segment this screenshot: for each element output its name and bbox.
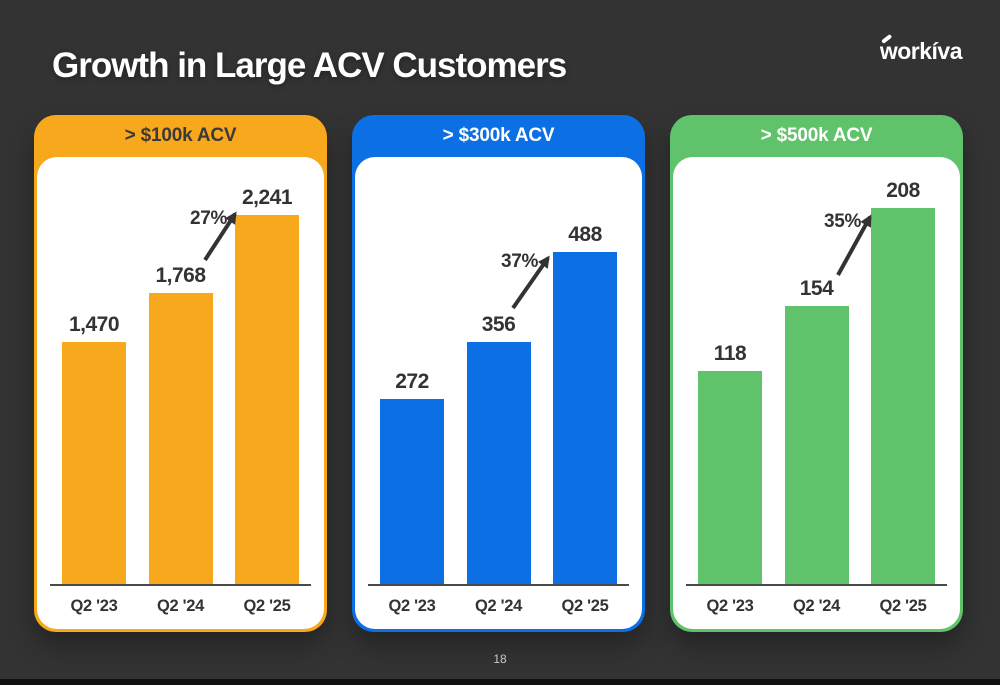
value-label: 272	[395, 370, 429, 393]
acv-card-500k: > $500k ACV 118 154 208	[670, 115, 963, 632]
x-axis-line	[686, 584, 947, 586]
category-label: Q2 '24	[474, 597, 523, 615]
acv-card-100k: > $100k ACV 1,470 1,768 2,241	[34, 115, 327, 632]
value-label: 118	[713, 342, 747, 365]
value-label: 2,241	[241, 186, 293, 209]
workiva-logo-text: workíva	[879, 38, 963, 64]
category-label: Q2 '24	[792, 597, 841, 615]
value-label: 1,470	[68, 313, 120, 336]
value-label: 1,768	[155, 264, 206, 287]
bar	[698, 371, 762, 584]
chart-panel-500k: 118 154 208	[673, 157, 960, 629]
bar	[553, 252, 617, 584]
category-label: Q2 '23	[706, 597, 754, 615]
bar-group: 208	[871, 179, 935, 584]
growth-percent-label: 27%	[190, 208, 228, 229]
value-label: 154	[799, 277, 834, 300]
value-label: 208	[886, 179, 920, 202]
growth-percent-label: 37%	[501, 251, 539, 272]
bar	[466, 342, 531, 584]
chart-cards: > $100k ACV 1,470 1,768 2,241	[34, 115, 963, 632]
card-header-300k: > $300k ACV	[442, 125, 555, 146]
card-header-500k: > $500k ACV	[760, 125, 873, 146]
slide-title: Growth in Large ACV Customers	[52, 46, 567, 85]
chart-panel-300k: 272 356 488	[355, 157, 642, 629]
category-label: Q2 '25	[561, 597, 609, 615]
bar-group: 1,768	[148, 264, 213, 584]
bar-chart-100k: 1,470 1,768 2,241	[37, 157, 324, 584]
bar-chart-500k: 118 154 208	[673, 157, 960, 584]
bar-group: 356	[466, 313, 531, 584]
workiva-logo: workíva	[879, 33, 963, 65]
chart-panel-100k: 1,470 1,768 2,241	[37, 157, 324, 629]
x-axis-line	[368, 584, 629, 586]
category-label: Q2 '25	[879, 597, 927, 615]
growth-percent-label: 35%	[824, 211, 862, 232]
value-label: 356	[481, 313, 516, 336]
category-label: Q2 '25	[243, 597, 291, 615]
bar	[148, 293, 213, 584]
page-number: 18	[493, 652, 507, 666]
category-label: Q2 '23	[70, 597, 118, 615]
category-label: Q2 '24	[156, 597, 205, 615]
value-label: 488	[568, 223, 602, 246]
bar	[784, 306, 849, 584]
category-label: Q2 '23	[388, 597, 436, 615]
acv-card-300k: > $300k ACV 272 356 488	[352, 115, 645, 632]
bar-group: 118	[698, 342, 762, 584]
bar	[62, 342, 126, 584]
bar	[380, 399, 444, 584]
card-header-100k: > $100k ACV	[124, 125, 237, 146]
x-axis-line	[50, 584, 311, 586]
bar	[235, 215, 299, 584]
bar-group: 2,241	[235, 186, 299, 584]
bar-group: 1,470	[62, 313, 126, 584]
bar	[871, 208, 935, 584]
bar-group: 154	[784, 277, 849, 584]
bar-group: 272	[380, 370, 444, 584]
bar-group: 488	[553, 223, 617, 584]
bottom-edge-strip	[0, 679, 1000, 685]
bar-chart-300k: 272 356 488	[355, 157, 642, 584]
